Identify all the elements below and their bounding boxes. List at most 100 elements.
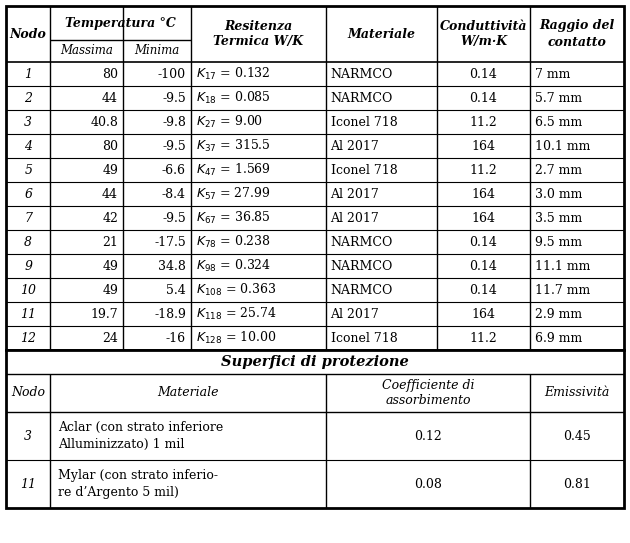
Text: -18.9: -18.9 <box>154 307 186 320</box>
Text: Conduttività
W/m·K: Conduttività W/m·K <box>440 20 527 48</box>
Text: 7 mm: 7 mm <box>536 67 571 80</box>
Text: 1: 1 <box>24 67 32 80</box>
Text: -9.8: -9.8 <box>162 116 186 129</box>
Text: NARMCO: NARMCO <box>331 67 393 80</box>
Text: NARMCO: NARMCO <box>331 283 393 296</box>
Text: 34.8: 34.8 <box>158 260 186 273</box>
Text: 3.5 mm: 3.5 mm <box>536 212 583 224</box>
Text: 0.45: 0.45 <box>563 430 591 443</box>
Text: 49: 49 <box>102 163 118 176</box>
Text: 3: 3 <box>24 116 32 129</box>
Text: 2.9 mm: 2.9 mm <box>536 307 583 320</box>
Bar <box>6 350 624 508</box>
Text: $\mathit{K}_{67}$ = 36.85: $\mathit{K}_{67}$ = 36.85 <box>196 210 270 226</box>
Text: 4: 4 <box>24 140 32 153</box>
Text: 19.7: 19.7 <box>91 307 118 320</box>
Text: 6.9 mm: 6.9 mm <box>536 331 583 344</box>
Text: -8.4: -8.4 <box>162 187 186 200</box>
Text: -9.5: -9.5 <box>162 92 186 104</box>
Text: $\mathit{K}_{108}$ = 0.363: $\mathit{K}_{108}$ = 0.363 <box>196 282 277 298</box>
Text: 8: 8 <box>24 236 32 249</box>
Text: 2.7 mm: 2.7 mm <box>536 163 583 176</box>
Text: Minima: Minima <box>134 45 180 58</box>
Text: 0.14: 0.14 <box>469 236 498 249</box>
Text: 0.08: 0.08 <box>414 477 442 490</box>
Text: $\mathit{K}_{18}$ = 0.085: $\mathit{K}_{18}$ = 0.085 <box>196 90 271 106</box>
Text: 164: 164 <box>471 307 496 320</box>
Text: 5.4: 5.4 <box>166 283 186 296</box>
Text: NARMCO: NARMCO <box>331 236 393 249</box>
Text: $\mathit{K}_{47}$ = 1.569: $\mathit{K}_{47}$ = 1.569 <box>196 162 271 178</box>
Text: Al 2017: Al 2017 <box>331 307 379 320</box>
Text: 44: 44 <box>102 187 118 200</box>
Text: Nodo: Nodo <box>11 387 45 400</box>
Bar <box>6 6 624 350</box>
Text: 49: 49 <box>102 260 118 273</box>
Text: Superfici di protezione: Superfici di protezione <box>221 355 409 369</box>
Text: NARMCO: NARMCO <box>331 92 393 104</box>
Text: 9: 9 <box>24 260 32 273</box>
Text: -9.5: -9.5 <box>162 212 186 224</box>
Text: Nodo: Nodo <box>10 28 47 41</box>
Text: 9.5 mm: 9.5 mm <box>536 236 583 249</box>
Text: 164: 164 <box>471 187 496 200</box>
Text: Iconel 718: Iconel 718 <box>331 116 398 129</box>
Text: 3: 3 <box>24 430 32 443</box>
Text: 40.8: 40.8 <box>90 116 118 129</box>
Text: 0.14: 0.14 <box>469 283 498 296</box>
Text: $\mathit{K}_{17}$ = 0.132: $\mathit{K}_{17}$ = 0.132 <box>196 66 270 82</box>
Text: 49: 49 <box>102 283 118 296</box>
Text: Aclar (con strato inferiore
Alluminizzato) 1 mil: Aclar (con strato inferiore Alluminizzat… <box>59 421 224 451</box>
Text: 80: 80 <box>102 67 118 80</box>
Text: 11.1 mm: 11.1 mm <box>536 260 591 273</box>
Text: Raggio del
contatto: Raggio del contatto <box>539 20 615 48</box>
Text: 0.12: 0.12 <box>414 430 442 443</box>
Text: 44: 44 <box>102 92 118 104</box>
Text: 24: 24 <box>102 331 118 344</box>
Text: 0.14: 0.14 <box>469 92 498 104</box>
Text: 5.7 mm: 5.7 mm <box>536 92 583 104</box>
Text: 80: 80 <box>102 140 118 153</box>
Text: 0.81: 0.81 <box>563 477 591 490</box>
Text: 164: 164 <box>471 140 496 153</box>
Text: Al 2017: Al 2017 <box>331 140 379 153</box>
Text: 0.14: 0.14 <box>469 260 498 273</box>
Text: Temperatura °C: Temperatura °C <box>66 16 176 29</box>
Text: 11: 11 <box>20 307 37 320</box>
Text: Mylar (con strato inferio-
re d’Argento 5 mil): Mylar (con strato inferio- re d’Argento … <box>59 469 219 499</box>
Text: Massima: Massima <box>60 45 113 58</box>
Text: 5: 5 <box>24 163 32 176</box>
Text: 7: 7 <box>24 212 32 224</box>
Text: 3.0 mm: 3.0 mm <box>536 187 583 200</box>
Text: Resitenza
Termica W/K: Resitenza Termica W/K <box>213 20 303 48</box>
Text: 11.2: 11.2 <box>470 116 498 129</box>
Text: Materiale: Materiale <box>347 28 415 41</box>
Text: 12: 12 <box>20 331 37 344</box>
Text: 11.7 mm: 11.7 mm <box>536 283 590 296</box>
Text: 21: 21 <box>102 236 118 249</box>
Text: -16: -16 <box>166 331 186 344</box>
Text: $\mathit{K}_{118}$ = 25.74: $\mathit{K}_{118}$ = 25.74 <box>196 306 277 322</box>
Text: $\mathit{K}_{27}$ = 9.00: $\mathit{K}_{27}$ = 9.00 <box>196 114 263 130</box>
Text: 0.14: 0.14 <box>469 67 498 80</box>
Text: 164: 164 <box>471 212 496 224</box>
Text: $\mathit{K}_{78}$ = 0.238: $\mathit{K}_{78}$ = 0.238 <box>196 234 270 250</box>
Text: -6.6: -6.6 <box>162 163 186 176</box>
Text: Iconel 718: Iconel 718 <box>331 163 398 176</box>
Text: 42: 42 <box>102 212 118 224</box>
Text: 6.5 mm: 6.5 mm <box>536 116 583 129</box>
Text: 10: 10 <box>20 283 37 296</box>
Text: $\mathit{K}_{98}$ = 0.324: $\mathit{K}_{98}$ = 0.324 <box>196 258 272 274</box>
Text: Materiale: Materiale <box>158 387 219 400</box>
Text: Al 2017: Al 2017 <box>331 212 379 224</box>
Text: $\mathit{K}_{128}$ = 10.00: $\mathit{K}_{128}$ = 10.00 <box>196 330 277 346</box>
Text: 10.1 mm: 10.1 mm <box>536 140 591 153</box>
Text: $\mathit{K}_{37}$ = 315.5: $\mathit{K}_{37}$ = 315.5 <box>196 138 271 154</box>
Text: -9.5: -9.5 <box>162 140 186 153</box>
Text: 11.2: 11.2 <box>470 331 498 344</box>
Text: 6: 6 <box>24 187 32 200</box>
Text: NARMCO: NARMCO <box>331 260 393 273</box>
Text: 11: 11 <box>20 477 37 490</box>
Text: 11.2: 11.2 <box>470 163 498 176</box>
Text: 2: 2 <box>24 92 32 104</box>
